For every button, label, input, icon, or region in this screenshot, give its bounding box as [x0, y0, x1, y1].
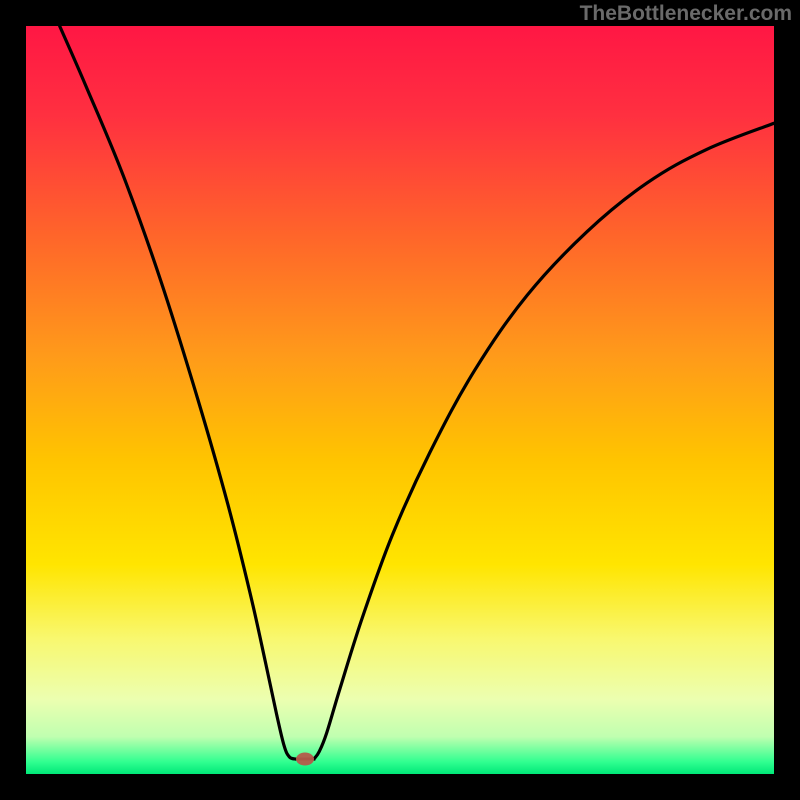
bottleneck-chart: TheBottlenecker.com	[0, 0, 800, 800]
gradient-background	[26, 26, 774, 774]
chart-svg	[0, 0, 800, 800]
optimal-point-marker	[296, 753, 314, 766]
watermark-text: TheBottlenecker.com	[580, 2, 792, 26]
